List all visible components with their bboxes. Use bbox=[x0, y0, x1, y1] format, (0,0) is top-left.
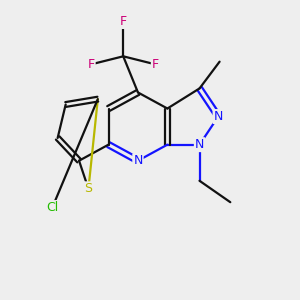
Text: F: F bbox=[120, 15, 127, 28]
Text: F: F bbox=[88, 58, 95, 71]
Text: F: F bbox=[152, 58, 159, 71]
Text: Cl: Cl bbox=[46, 201, 59, 214]
Text: N: N bbox=[214, 110, 223, 123]
Text: S: S bbox=[84, 182, 92, 195]
Text: N: N bbox=[133, 154, 142, 167]
Text: N: N bbox=[195, 138, 204, 151]
